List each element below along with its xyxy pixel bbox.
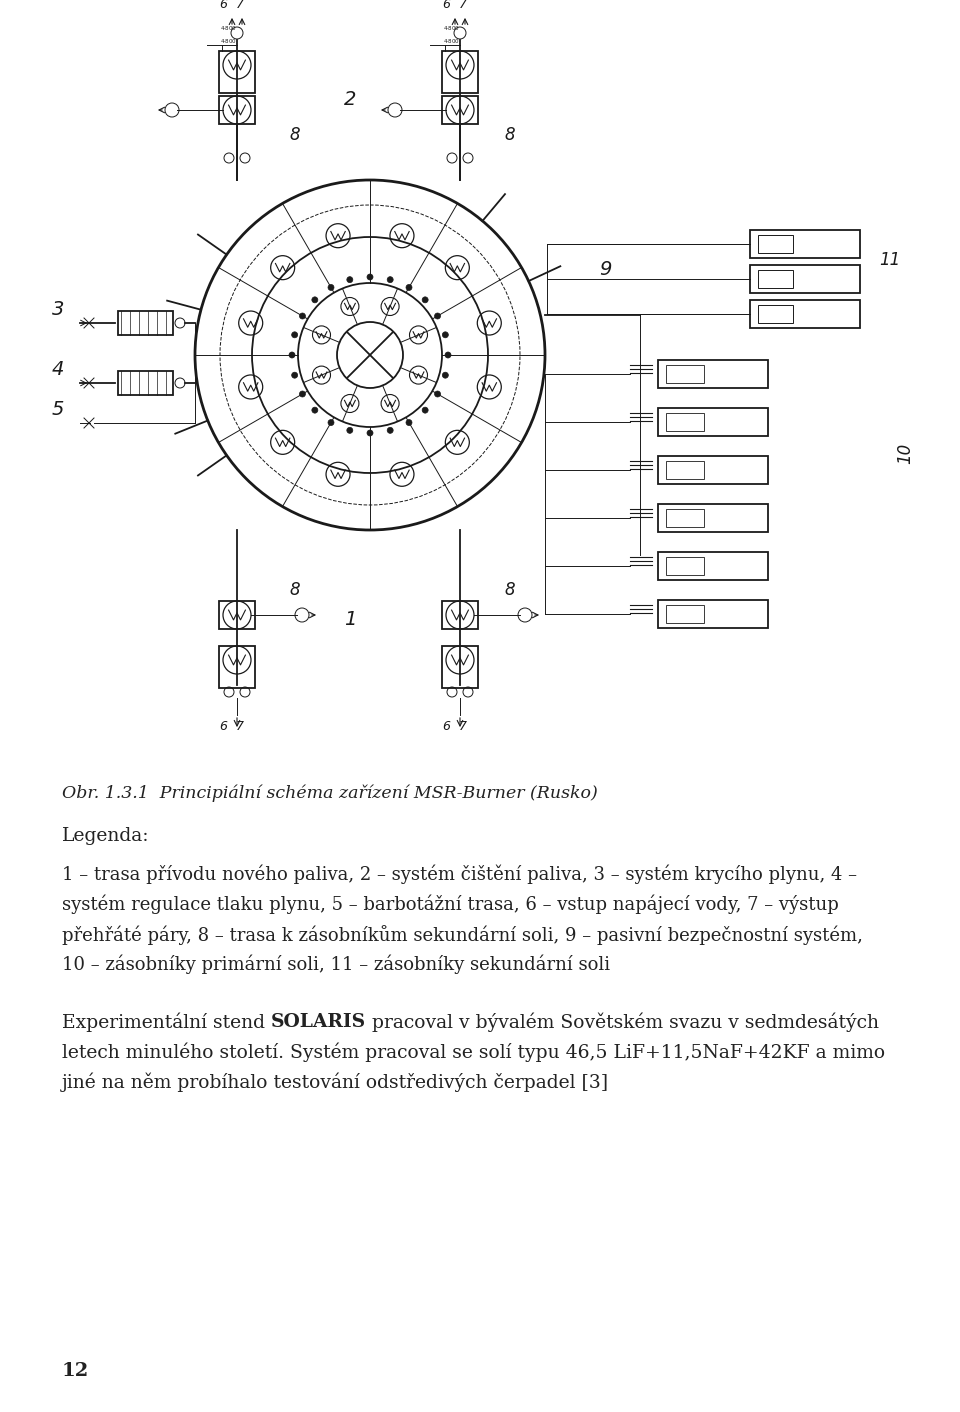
Text: 8: 8 (505, 126, 516, 144)
Bar (666, 364, 704, 383)
Circle shape (328, 419, 334, 425)
Text: 6  7: 6 7 (220, 720, 244, 733)
Bar (658, 360, 768, 388)
Bar (758, 234, 793, 253)
Circle shape (406, 284, 412, 291)
Text: 1 – trasa přívodu nového paliva, 2 – systém čištění paliva, 3 – systém krycího p: 1 – trasa přívodu nového paliva, 2 – sys… (62, 866, 857, 884)
Bar (666, 604, 704, 623)
Bar (442, 51, 478, 93)
Circle shape (387, 428, 394, 433)
Circle shape (422, 297, 428, 302)
Text: 10: 10 (896, 443, 914, 465)
Text: pracoval v bývalém Sovětském svazu v sedmdesátých: pracoval v bývalém Sovětském svazu v sed… (366, 1012, 879, 1032)
Circle shape (347, 428, 353, 433)
Bar (750, 299, 860, 328)
Bar (666, 460, 704, 479)
Text: 2: 2 (344, 90, 356, 109)
Text: 12: 12 (62, 1363, 89, 1380)
Text: $4_{\cdot}800$: $4_{\cdot}800$ (221, 25, 237, 32)
Circle shape (435, 391, 441, 397)
Bar (750, 230, 860, 258)
Bar (219, 51, 255, 93)
Bar (666, 508, 704, 527)
Text: 11: 11 (879, 251, 900, 270)
Text: 3: 3 (52, 299, 64, 319)
Bar (658, 504, 768, 532)
Bar (758, 305, 793, 323)
Circle shape (443, 332, 448, 337)
Circle shape (422, 407, 428, 414)
Text: Legenda:: Legenda: (62, 827, 150, 844)
Text: Obr. 1.3.1  Principiální schéma zařízení MSR-Burner (Rusko): Obr. 1.3.1 Principiální schéma zařízení … (62, 785, 598, 802)
Text: 6  7: 6 7 (443, 0, 467, 11)
Circle shape (292, 332, 298, 337)
Text: SOLARIS: SOLARIS (271, 1012, 366, 1031)
Text: systém regulace tlaku plynu, 5 – barbotážní trasa, 6 – vstup napájecí vody, 7 – : systém regulace tlaku plynu, 5 – barbotá… (62, 895, 839, 915)
Circle shape (289, 352, 295, 359)
Bar (219, 96, 255, 124)
Circle shape (387, 277, 394, 282)
Circle shape (435, 313, 441, 319)
Text: 9: 9 (599, 260, 612, 280)
Text: 8: 8 (290, 126, 300, 144)
Text: přehřáté páry, 8 – trasa k zásobníkům sekundární soli, 9 – pasivní bezpečnostní : přehřáté páry, 8 – trasa k zásobníkům se… (62, 925, 863, 945)
Text: jiné na něm probíhalo testování odstředivých čerpadel [3]: jiné na něm probíhalo testování odstředi… (62, 1073, 610, 1093)
Circle shape (300, 391, 305, 397)
Circle shape (328, 284, 334, 291)
Text: 6  7: 6 7 (443, 720, 467, 733)
Circle shape (406, 419, 412, 425)
Text: letech minulého století. Systém pracoval se solí typu 46,5 LiF+11,5NaF+42KF a mi: letech minulého století. Systém pracoval… (62, 1043, 885, 1062)
Bar (442, 602, 478, 628)
Bar (666, 556, 704, 575)
Bar (758, 270, 793, 288)
Circle shape (367, 274, 373, 280)
Text: $4_{\cdot}800$: $4_{\cdot}800$ (444, 25, 461, 32)
Text: Experimentální stend: Experimentální stend (62, 1012, 271, 1032)
Circle shape (347, 277, 353, 282)
Circle shape (367, 431, 373, 436)
Text: 1: 1 (344, 610, 356, 628)
Text: 4: 4 (52, 360, 64, 378)
Bar (658, 456, 768, 484)
Bar (750, 265, 860, 294)
Text: 5: 5 (52, 400, 64, 419)
Bar (658, 552, 768, 580)
Text: 8: 8 (290, 580, 300, 599)
Bar (666, 412, 704, 431)
Bar (219, 647, 255, 688)
Circle shape (292, 373, 298, 378)
Bar (118, 371, 173, 395)
Text: $4_{\cdot}800$: $4_{\cdot}800$ (221, 38, 237, 45)
Bar (219, 602, 255, 628)
Bar (658, 600, 768, 628)
Bar (658, 408, 768, 436)
Circle shape (443, 373, 448, 378)
Bar (442, 96, 478, 124)
Text: $4_{\cdot}800$: $4_{\cdot}800$ (444, 38, 461, 45)
Text: 8: 8 (505, 580, 516, 599)
Text: 10 – zásobníky primární soli, 11 – zásobníky sekundární soli: 10 – zásobníky primární soli, 11 – zásob… (62, 955, 611, 974)
Circle shape (445, 352, 451, 359)
Circle shape (312, 407, 318, 414)
Bar (442, 647, 478, 688)
Text: 6  7: 6 7 (220, 0, 244, 11)
Circle shape (300, 313, 305, 319)
Bar (118, 311, 173, 335)
Circle shape (312, 297, 318, 302)
